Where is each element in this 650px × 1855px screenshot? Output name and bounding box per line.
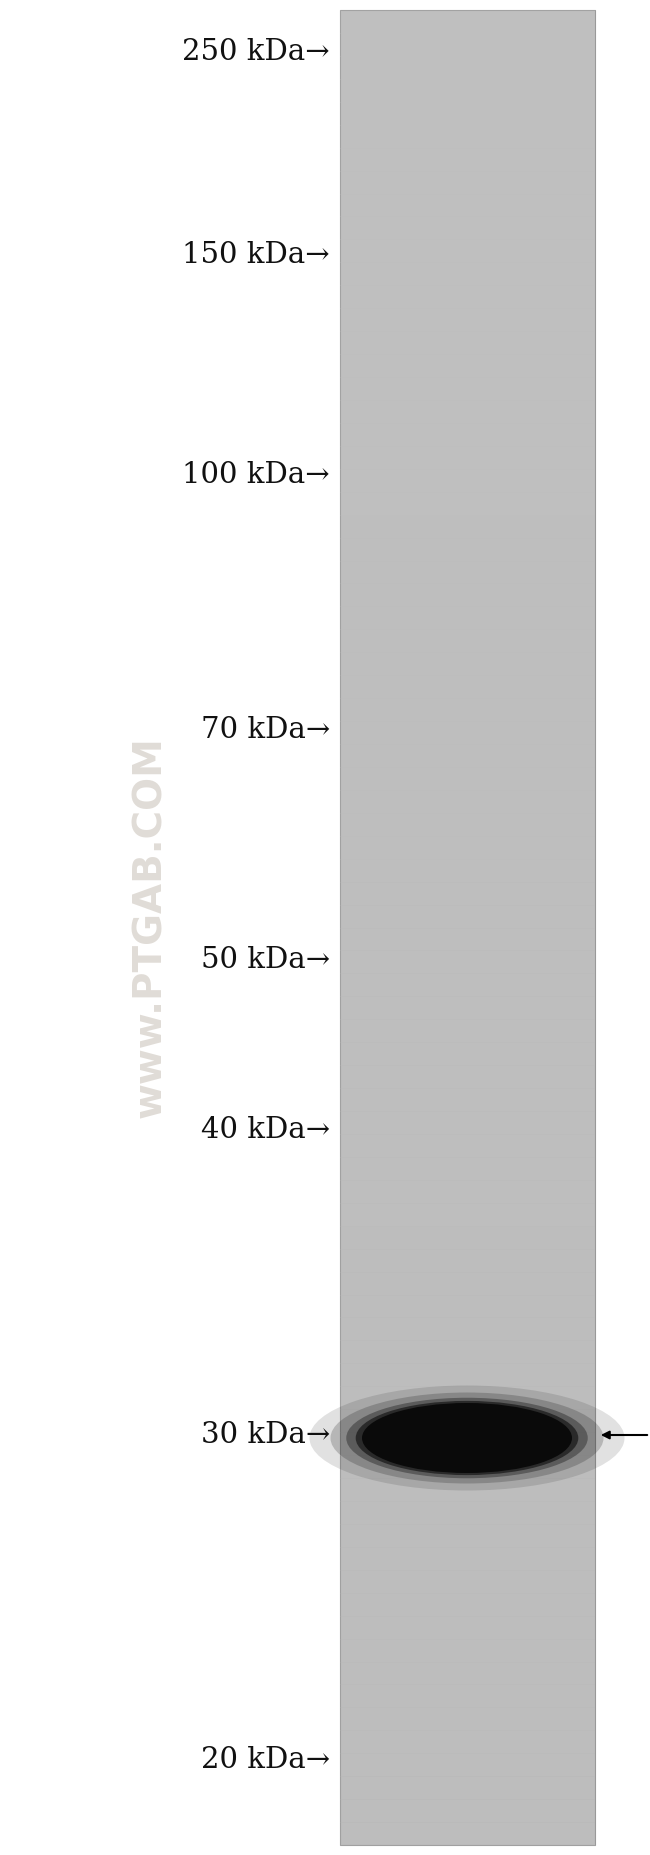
Bar	[340, 286, 595, 310]
Text: 30 kDa→: 30 kDa→	[201, 1421, 330, 1449]
Bar	[340, 790, 595, 814]
Text: www.PTGAB.COM: www.PTGAB.COM	[131, 736, 169, 1119]
Bar	[340, 262, 595, 286]
Bar	[340, 1202, 595, 1226]
Bar	[340, 1731, 595, 1755]
Bar	[340, 9, 595, 1846]
Bar	[340, 171, 595, 195]
Bar	[340, 950, 595, 974]
Text: 250 kDa→: 250 kDa→	[183, 37, 330, 67]
Bar	[340, 1707, 595, 1731]
Bar	[340, 1089, 595, 1111]
Bar	[340, 33, 595, 58]
Bar	[340, 859, 595, 883]
Bar	[340, 1133, 595, 1158]
Bar	[340, 469, 595, 493]
Bar	[340, 1295, 595, 1319]
Bar	[340, 974, 595, 998]
Bar	[340, 377, 595, 401]
Bar	[340, 1547, 595, 1571]
Bar	[340, 56, 595, 80]
Text: 100 kDa→: 100 kDa→	[183, 462, 330, 490]
Bar	[340, 1410, 595, 1434]
Bar	[340, 492, 595, 516]
Bar	[340, 744, 595, 768]
Bar	[340, 1018, 595, 1043]
Bar	[340, 1616, 595, 1640]
Bar	[340, 1684, 595, 1708]
Bar	[340, 445, 595, 469]
Bar	[340, 1248, 595, 1273]
Bar	[340, 584, 595, 607]
Bar	[340, 1523, 595, 1547]
Bar	[340, 1363, 595, 1388]
Ellipse shape	[356, 1401, 578, 1475]
Bar	[340, 78, 595, 102]
Bar	[340, 1478, 595, 1503]
Bar	[340, 239, 595, 263]
Ellipse shape	[346, 1399, 588, 1478]
Bar	[340, 1593, 595, 1616]
Bar	[340, 653, 595, 677]
Bar	[340, 1777, 595, 1799]
Bar	[340, 1317, 595, 1341]
Bar	[340, 629, 595, 653]
Bar	[340, 1065, 595, 1089]
Bar	[340, 1799, 595, 1823]
Bar	[340, 1158, 595, 1182]
Bar	[340, 722, 595, 746]
Bar	[340, 1454, 595, 1478]
Bar	[340, 1180, 595, 1204]
Bar	[340, 332, 595, 354]
Bar	[340, 354, 595, 378]
Bar	[340, 217, 595, 241]
Ellipse shape	[309, 1386, 625, 1491]
Bar	[340, 423, 595, 447]
Bar	[340, 1638, 595, 1662]
Bar	[340, 401, 595, 425]
Ellipse shape	[330, 1393, 603, 1484]
Bar	[340, 697, 595, 722]
Bar	[340, 124, 595, 148]
Bar	[340, 881, 595, 905]
Bar	[340, 1662, 595, 1686]
Text: 40 kDa→: 40 kDa→	[201, 1117, 330, 1145]
Bar	[340, 102, 595, 126]
Bar	[340, 1111, 595, 1135]
Bar	[340, 9, 595, 33]
Bar	[340, 308, 595, 332]
Text: 150 kDa→: 150 kDa→	[183, 241, 330, 269]
Bar	[340, 837, 595, 859]
Bar	[340, 538, 595, 562]
Bar	[340, 1341, 595, 1363]
Text: 70 kDa→: 70 kDa→	[201, 716, 330, 744]
Ellipse shape	[362, 1402, 572, 1473]
Bar	[340, 1501, 595, 1525]
Bar	[340, 1569, 595, 1593]
Bar	[340, 1226, 595, 1250]
Bar	[340, 812, 595, 837]
Bar	[340, 560, 595, 584]
Text: 50 kDa→: 50 kDa→	[201, 946, 330, 974]
Bar	[340, 675, 595, 699]
Bar	[340, 996, 595, 1020]
Bar	[340, 193, 595, 217]
Text: 20 kDa→: 20 kDa→	[201, 1746, 330, 1773]
Bar	[340, 1432, 595, 1456]
Bar	[340, 1386, 595, 1410]
Bar	[340, 905, 595, 929]
Bar	[340, 1753, 595, 1777]
Bar	[340, 607, 595, 631]
Bar	[340, 928, 595, 952]
Bar	[340, 148, 595, 171]
Bar	[340, 1043, 595, 1067]
Bar	[340, 1822, 595, 1846]
Bar	[340, 514, 595, 538]
Bar	[340, 766, 595, 790]
Bar	[340, 1271, 595, 1295]
